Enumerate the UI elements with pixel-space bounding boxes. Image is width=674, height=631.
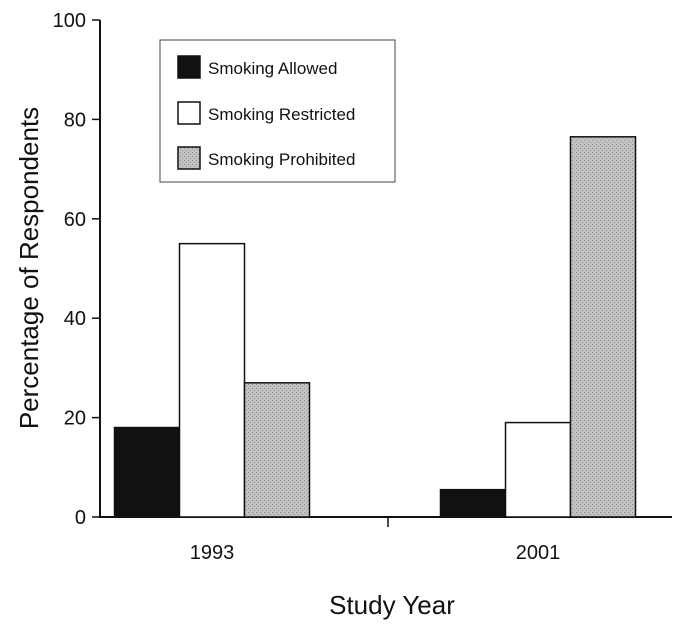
y-axis-title: Percentage of Respondents [14, 107, 44, 429]
legend: Smoking Allowed Smoking Restricted Smoki… [159, 39, 396, 183]
legend-swatch-restricted [177, 101, 201, 125]
x-tick-label-2001: 2001 [516, 542, 561, 564]
x-tick-label-1993: 1993 [190, 542, 235, 564]
y-tick-label-20: 20 [64, 408, 86, 430]
bar-smoking-prohibited-1993 [243, 382, 311, 518]
bar-smoking-allowed-1993 [113, 426, 181, 518]
legend-swatch-allowed [177, 55, 201, 79]
bar-smoking-restricted-2001 [504, 421, 572, 518]
legend-label-restricted: Smoking Restricted [208, 105, 355, 124]
y-tick-label-0: 0 [75, 507, 86, 529]
bar-smoking-allowed-2001 [439, 488, 507, 518]
x-axis-title: Study Year [329, 590, 455, 620]
bar-smoking-restricted-1993 [178, 242, 246, 518]
bar-smoking-prohibited-2001 [569, 136, 637, 518]
x-tick-labels: 1993 2001 [190, 517, 561, 564]
legend-swatch-prohibited [177, 146, 201, 170]
y-tick-labels: 0 20 40 60 80 100 [53, 10, 100, 529]
bars [113, 136, 637, 518]
y-tick-label-80: 80 [64, 109, 86, 131]
y-tick-label-100: 100 [53, 10, 86, 32]
legend-label-prohibited: Smoking Prohibited [208, 150, 355, 169]
y-tick-label-60: 60 [64, 209, 86, 231]
legend-label-allowed: Smoking Allowed [208, 59, 337, 78]
y-tick-label-40: 40 [64, 308, 86, 330]
